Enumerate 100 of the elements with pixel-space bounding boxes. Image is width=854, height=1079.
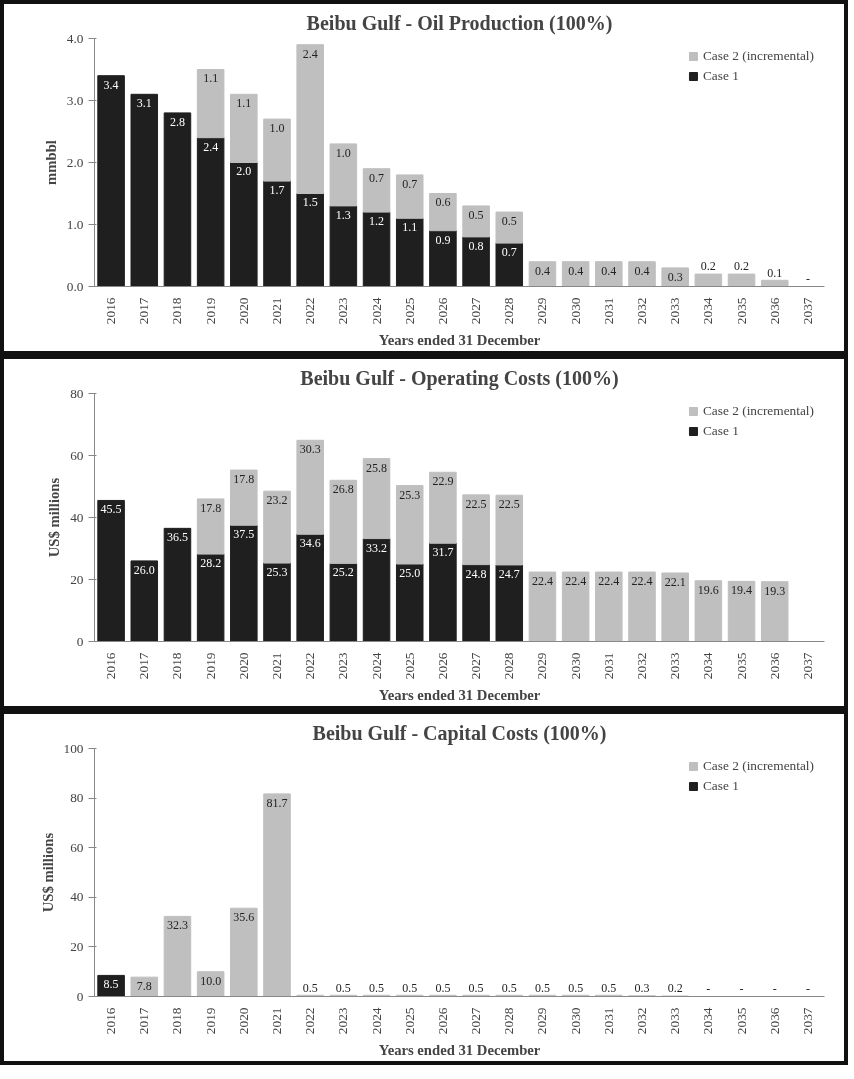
data-label: 0.4	[534, 263, 550, 278]
data-label: 24.7	[498, 566, 520, 581]
data-label: 0.4	[601, 263, 617, 278]
data-label: 2.4	[203, 139, 219, 154]
data-label: 0.1	[767, 265, 783, 280]
data-label: 8.5	[103, 977, 119, 992]
y-tick-label: 0.0	[66, 278, 84, 294]
x-tick-label: 2026	[434, 297, 450, 325]
x-tick-label: 2033	[667, 1007, 683, 1035]
data-label: 22.4	[531, 574, 553, 589]
data-label: 0.7	[402, 176, 418, 191]
x-tick-label: 2017	[136, 652, 152, 680]
legend-label: Case 2 (incremental)	[702, 48, 814, 64]
data-label: 22.5	[465, 496, 487, 511]
y-tick-label: 3.0	[66, 92, 84, 108]
data-label: 0.5	[369, 980, 385, 995]
data-label: 0.2	[667, 981, 683, 996]
data-label: -	[805, 271, 810, 286]
y-tick-label: 100	[63, 740, 84, 756]
data-label: 0.2	[734, 259, 750, 274]
x-tick-label: 2026	[434, 1007, 450, 1035]
data-label: 22.4	[565, 574, 587, 589]
data-label: 3.1	[136, 96, 152, 111]
data-label: 37.5	[233, 527, 255, 542]
y-tick-label: 4.0	[66, 30, 84, 46]
x-tick-label: 2031	[600, 652, 616, 680]
data-label: 33.2	[366, 540, 388, 555]
data-label: 31.7	[432, 545, 454, 560]
x-tick-label: 2036	[766, 652, 782, 680]
x-tick-label: 2023	[335, 1007, 351, 1035]
x-tick-label: 2022	[302, 297, 318, 325]
x-tick-label: 2024	[368, 652, 384, 680]
y-axis-title: US$ millions	[39, 832, 56, 913]
x-tick-label: 2031	[600, 1007, 616, 1035]
x-tick-label: 2036	[766, 1007, 782, 1035]
chart-title: Beibu Gulf - Capital Costs (100%)	[312, 721, 607, 745]
data-label: 24.8	[465, 566, 487, 581]
legend-label: Case 1	[702, 68, 739, 84]
data-label: 0.5	[568, 980, 584, 995]
x-tick-label: 2017	[136, 297, 152, 325]
data-label: 32.3	[166, 918, 188, 933]
data-label: 0.5	[468, 980, 484, 995]
data-label: 0.3	[634, 981, 650, 996]
data-label: 30.3	[299, 442, 321, 457]
x-tick-label: 2037	[799, 297, 815, 325]
data-label: 0.7	[501, 245, 517, 260]
x-tick-label: 2019	[202, 1007, 218, 1035]
data-label: 2.8	[169, 114, 185, 129]
data-label: 1.0	[269, 121, 285, 136]
data-label: 0.4	[568, 263, 584, 278]
data-label: 22.5	[498, 497, 520, 512]
data-label: 28.2	[200, 556, 222, 571]
x-axis-title: Years ended 31 December	[378, 332, 541, 349]
x-tick-label: 2025	[401, 1007, 417, 1035]
x-tick-label: 2036	[766, 297, 782, 325]
x-tick-label: 2029	[534, 297, 550, 325]
x-tick-label: 2035	[733, 1007, 749, 1035]
x-tick-label: 2021	[269, 297, 284, 325]
data-label: 22.4	[631, 574, 653, 589]
x-tick-label: 2027	[468, 652, 484, 680]
x-tick-label: 2020	[235, 652, 251, 680]
x-tick-label: 2032	[634, 1007, 649, 1035]
data-label: -	[706, 981, 711, 996]
chart-title: Beibu Gulf - Operating Costs (100%)	[300, 366, 619, 390]
data-label: 26.8	[332, 482, 354, 497]
data-label: 0.6	[435, 195, 451, 210]
x-tick-label: 2021	[269, 1007, 284, 1035]
data-label: 35.6	[233, 910, 255, 925]
y-tick-label: 80	[70, 385, 84, 401]
x-tick-label: 2018	[169, 1007, 185, 1035]
x-tick-label: 2030	[567, 297, 583, 325]
x-tick-label: 2027	[468, 1007, 484, 1035]
data-label: 10.0	[200, 973, 222, 988]
x-tick-label: 2022	[302, 652, 318, 680]
data-label: 36.5	[166, 530, 188, 545]
y-tick-label: 20	[70, 938, 84, 954]
data-label: 25.8	[366, 460, 388, 475]
data-label: 81.7	[266, 795, 288, 810]
data-label: 34.6	[299, 536, 321, 551]
x-tick-label: 2030	[567, 652, 583, 680]
data-label: 25.3	[399, 487, 421, 502]
data-label: 1.5	[302, 195, 318, 210]
data-label: 0.5	[302, 980, 318, 995]
x-tick-label: 2026	[434, 652, 450, 680]
data-label: 0.3	[667, 269, 683, 284]
x-tick-label: 2019	[202, 652, 218, 680]
data-label: 0.5	[402, 980, 418, 995]
x-tick-label: 2025	[401, 652, 417, 680]
data-label: 1.7	[269, 183, 285, 198]
x-tick-label: 2033	[667, 652, 683, 680]
x-tick-label: 2028	[501, 297, 517, 325]
data-label: 19.3	[764, 583, 786, 598]
chart-title: Beibu Gulf - Oil Production (100%)	[306, 11, 613, 35]
x-tick-label: 2029	[534, 652, 550, 680]
x-tick-label: 2033	[667, 297, 683, 325]
x-tick-label: 2032	[634, 297, 649, 325]
data-label: 26.0	[133, 562, 155, 577]
x-tick-label: 2016	[103, 1007, 119, 1035]
x-tick-label: 2025	[401, 297, 417, 325]
data-label: 0.4	[634, 263, 650, 278]
